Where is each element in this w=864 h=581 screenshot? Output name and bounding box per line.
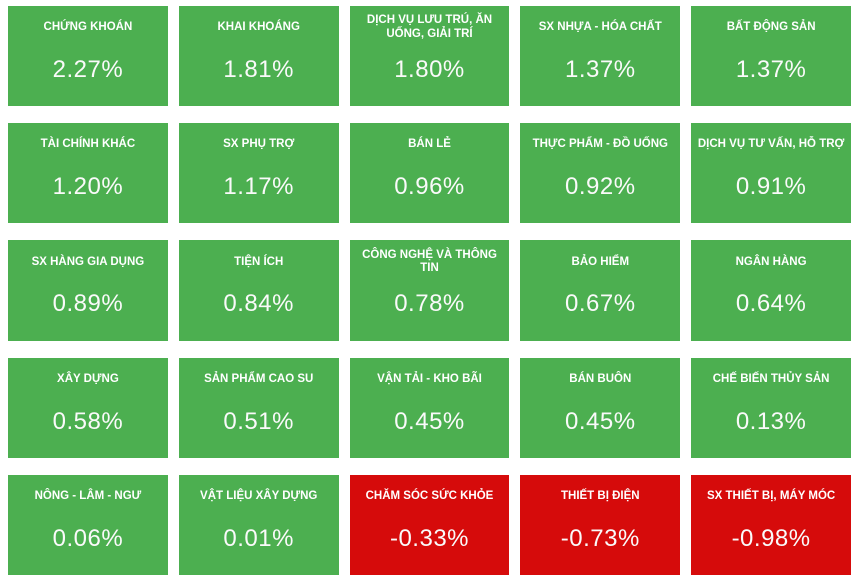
sector-change-percent: -0.33% [389,524,470,552]
sector-tile[interactable]: VẬN TẢI - KHO BÃI 0.45% [349,357,510,458]
sector-tile[interactable]: VẬT LIỆU XÂY DỰNG 0.01% [178,474,339,575]
sector-tile[interactable]: DỊCH VỤ TƯ VẤN, HỖ TRỢ 0.91% [691,123,851,224]
sector-name: THỰC PHẨM - ĐỒ UỐNG [532,138,668,151]
sector-name: BẤT ĐỘNG SẢN [726,21,816,34]
sector-name: CHĂM SÓC SỨC KHỎE [365,490,494,503]
sector-tile[interactable]: NÔNG - LÂM - NGƯ 0.06% [8,474,168,575]
sector-name: DỊCH VỤ LƯU TRÚ, ĂN UỐNG, GIẢI TRÍ [366,14,493,40]
sector-tile[interactable]: SX HÀNG GIA DỤNG 0.89% [8,240,168,341]
sector-name: THIẾT BỊ ĐIỆN [560,490,640,503]
sector-change-percent: 0.84% [223,290,294,318]
sector-name: NÔNG - LÂM - NGƯ [34,490,142,503]
sector-tile[interactable]: SX THIẾT BỊ, MÁY MÓC -0.98% [691,474,851,575]
sector-tile[interactable]: KHAI KHOÁNG 1.81% [178,6,339,107]
sector-name: SX NHỰA - HÓA CHẤT [538,21,662,34]
sector-tile[interactable]: TÀI CHÍNH KHÁC 1.20% [8,123,168,224]
sector-tile[interactable]: BÁN BUÔN 0.45% [520,357,681,458]
sector-name: CÔNG NGHỆ VÀ THÔNG TIN [362,248,497,275]
sector-tile[interactable]: CHỨNG KHOÁN 2.27% [8,6,168,107]
sector-change-percent: 0.92% [565,173,636,201]
sector-change-percent: 2.27% [52,56,124,84]
sector-tile[interactable]: NGÂN HÀNG 0.64% [691,240,851,341]
sector-change-percent: 0.96% [394,173,465,201]
sector-tile[interactable]: XÂY DỰNG 0.58% [8,357,168,458]
sector-tile[interactable]: SẢN PHẨM CAO SU 0.51% [178,357,339,458]
sector-tile[interactable]: SX PHỤ TRỢ 1.17% [178,123,339,224]
sector-change-percent: 1.20% [52,173,124,201]
sector-tile[interactable]: DỊCH VỤ LƯU TRÚ, ĂN UỐNG, GIẢI TRÍ 1.80% [349,6,510,107]
sector-change-percent: 1.80% [394,56,465,84]
sector-name: NGÂN HÀNG [735,255,807,268]
sector-name: BẢO HIỂM [571,255,630,268]
sector-name: DỊCH VỤ TƯ VẤN, HỖ TRỢ [697,138,845,151]
sector-name: CHẾ BIẾN THỦY SẢN [712,372,830,385]
sector-tile[interactable]: THIẾT BỊ ĐIỆN -0.73% [520,474,681,575]
sector-tile[interactable]: BÁN LẺ 0.96% [349,123,510,224]
sector-change-percent: 0.58% [52,407,124,435]
sector-name: SẢN PHẨM CAO SU [204,372,314,385]
sector-change-percent: 0.64% [735,290,807,318]
sector-name: BÁN BUÔN [569,372,632,385]
sector-name: KHAI KHOÁNG [217,21,300,34]
sector-change-percent: 0.78% [394,290,465,318]
sector-tile[interactable]: THỰC PHẨM - ĐỒ UỐNG 0.92% [520,123,681,224]
sector-name: SX THIẾT BỊ, MÁY MÓC [706,490,836,503]
sector-tile[interactable]: CHĂM SÓC SỨC KHỎE -0.33% [349,474,510,575]
sector-change-percent: 0.67% [565,290,636,318]
sector-change-percent: 1.81% [223,56,294,84]
sector-change-percent: 0.45% [394,407,465,435]
sector-change-percent: 0.13% [735,407,807,435]
sector-name: VẬT LIỆU XÂY DỰNG [200,490,318,503]
sector-name: XÂY DỰNG [57,372,119,385]
sector-name: SX HÀNG GIA DỤNG [31,255,145,268]
sector-tile[interactable]: SX NHỰA - HÓA CHẤT 1.37% [520,6,681,107]
sector-change-percent: 0.45% [565,407,636,435]
sector-name: CHỨNG KHOÁN [43,21,133,34]
sector-change-percent: 0.51% [223,407,294,435]
sector-change-percent: 1.17% [223,173,294,201]
sector-change-percent: 1.37% [565,56,636,84]
sector-name: BÁN LẺ [408,138,451,151]
sector-tile[interactable]: CÔNG NGHỆ VÀ THÔNG TIN 0.78% [349,240,510,341]
sector-change-percent: 0.06% [52,524,124,552]
sector-tile[interactable]: TIỆN ÍCH 0.84% [178,240,339,341]
heatmap-grid: CHỨNG KHOÁN 2.27% KHAI KHOÁNG 1.81% DỊCH VỤ … [8,6,851,575]
sector-tile[interactable]: CHẾ BIẾN THỦY SẢN 0.13% [691,357,851,458]
sector-change-percent: 0.01% [223,524,294,552]
sector-change-percent: -0.73% [560,524,640,552]
sector-name: TIỆN ÍCH [234,255,284,268]
sector-tile[interactable]: BẢO HIỂM 0.67% [520,240,681,341]
sector-change-percent: 1.37% [735,56,807,84]
sector-name: TÀI CHÍNH KHÁC [40,138,136,151]
sector-name: VẬN TẢI - KHO BÃI [377,372,482,385]
sector-change-percent: 0.89% [52,290,124,318]
sector-tile[interactable]: BẤT ĐỘNG SẢN 1.37% [691,6,851,107]
sector-change-percent: -0.98% [731,524,811,552]
sector-name: SX PHỤ TRỢ [223,138,295,151]
sector-change-percent: 0.91% [735,173,807,201]
